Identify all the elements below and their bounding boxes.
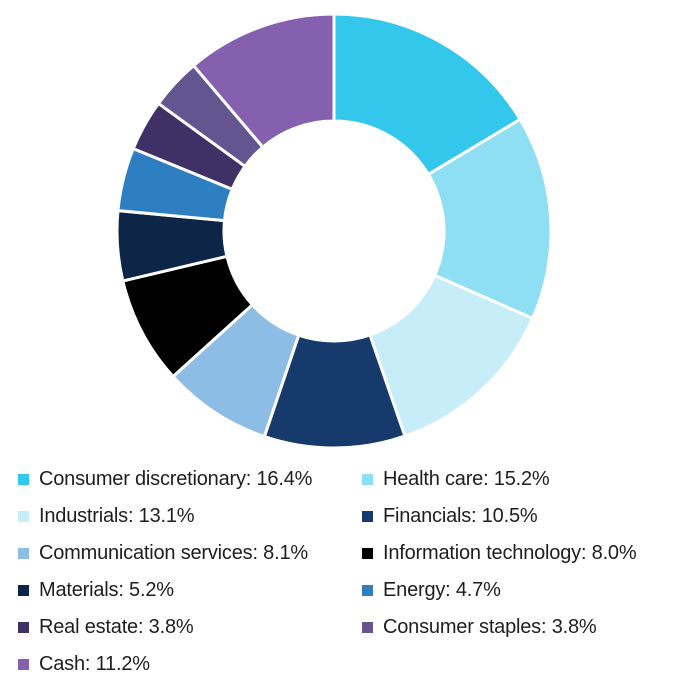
legend-item-cash: Cash: 11.2% — [18, 651, 150, 677]
slice-cash — [192, 12, 336, 149]
legend-swatch — [362, 473, 373, 485]
legend-item-consumer-discretionary: Consumer discretionary: 16.4% — [18, 466, 312, 492]
legend-item-financials: Financials: 10.5% — [362, 503, 538, 529]
legend-item-energy: Energy: 4.7% — [362, 577, 501, 603]
legend-label: Industrials: 13.1% — [39, 504, 195, 527]
legend-item-real-estate: Real estate: 3.8% — [18, 614, 194, 640]
legend-label: Financials: 10.5% — [383, 504, 538, 527]
legend-swatch — [18, 621, 29, 633]
legend-label: Information technology: 8.0% — [383, 541, 637, 564]
legend-item-materials: Materials: 5.2% — [18, 577, 174, 603]
legend-swatch — [18, 658, 29, 670]
legend-swatch — [362, 621, 373, 633]
legend-label: Consumer discretionary: 16.4% — [39, 467, 313, 490]
legend-label: Cash: 11.2% — [39, 652, 150, 675]
legend-label: Materials: 5.2% — [39, 578, 174, 601]
legend-swatch — [18, 547, 29, 559]
legend-swatch — [362, 584, 373, 596]
legend-item-communication-services: Communication services: 8.1% — [18, 540, 308, 566]
legend-item-health-care: Health care: 15.2% — [362, 466, 550, 492]
legend-swatch — [362, 547, 373, 559]
legend-label: Communication services: 8.1% — [39, 541, 308, 564]
legend-item-industrials: Industrials: 13.1% — [18, 503, 195, 529]
legend-swatch — [18, 510, 29, 522]
legend-label: Energy: 4.7% — [383, 578, 501, 601]
donut-chart — [115, 12, 553, 450]
legend-swatch — [18, 584, 29, 596]
legend-label: Consumer staples: 3.8% — [383, 615, 597, 638]
legend-label: Real estate: 3.8% — [39, 615, 194, 638]
legend-swatch — [18, 473, 29, 485]
slice-consumer-discretionary — [332, 12, 522, 176]
legend-label: Health care: 15.2% — [383, 467, 550, 490]
legend-item-information-technology: Information technology: 8.0% — [362, 540, 637, 566]
legend-item-consumer-staples: Consumer staples: 3.8% — [362, 614, 597, 640]
legend-swatch — [362, 510, 373, 522]
